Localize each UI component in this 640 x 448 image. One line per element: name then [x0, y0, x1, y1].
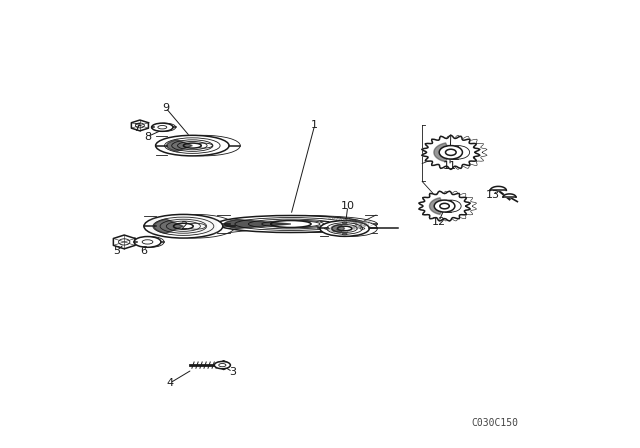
- Ellipse shape: [320, 220, 369, 237]
- Ellipse shape: [158, 125, 167, 129]
- Text: 13: 13: [486, 190, 499, 200]
- Text: 6: 6: [140, 246, 147, 256]
- Ellipse shape: [337, 226, 352, 231]
- Text: C030C150: C030C150: [471, 418, 518, 428]
- Ellipse shape: [214, 362, 230, 369]
- Text: 8: 8: [144, 132, 151, 142]
- Polygon shape: [154, 219, 183, 233]
- Ellipse shape: [156, 215, 236, 238]
- Ellipse shape: [134, 237, 161, 247]
- Polygon shape: [422, 135, 480, 169]
- Polygon shape: [166, 140, 192, 151]
- Text: 4: 4: [166, 378, 173, 388]
- Ellipse shape: [434, 200, 455, 212]
- Polygon shape: [429, 198, 445, 215]
- Polygon shape: [419, 191, 470, 221]
- Ellipse shape: [152, 123, 173, 131]
- Text: 10: 10: [340, 201, 355, 211]
- Text: 3: 3: [229, 367, 236, 377]
- Text: 9: 9: [162, 103, 169, 112]
- Polygon shape: [490, 186, 506, 190]
- Ellipse shape: [142, 240, 153, 244]
- Ellipse shape: [217, 215, 365, 233]
- Text: 12: 12: [431, 217, 446, 227]
- Polygon shape: [331, 224, 344, 233]
- Ellipse shape: [156, 135, 229, 156]
- Polygon shape: [503, 194, 516, 197]
- Ellipse shape: [271, 220, 311, 228]
- Text: 5: 5: [113, 246, 120, 256]
- Polygon shape: [131, 120, 148, 131]
- Ellipse shape: [183, 143, 201, 148]
- Polygon shape: [225, 220, 291, 228]
- Polygon shape: [113, 235, 135, 249]
- Ellipse shape: [439, 146, 463, 159]
- Ellipse shape: [445, 149, 456, 155]
- Ellipse shape: [167, 135, 240, 156]
- Ellipse shape: [144, 215, 223, 238]
- Ellipse shape: [440, 203, 449, 209]
- Text: 1: 1: [311, 121, 318, 130]
- Text: 7: 7: [132, 123, 140, 133]
- Text: 11: 11: [443, 161, 457, 171]
- Ellipse shape: [328, 220, 378, 237]
- Polygon shape: [220, 361, 228, 370]
- Polygon shape: [434, 143, 451, 162]
- Text: 2: 2: [180, 221, 187, 231]
- Ellipse shape: [173, 223, 193, 229]
